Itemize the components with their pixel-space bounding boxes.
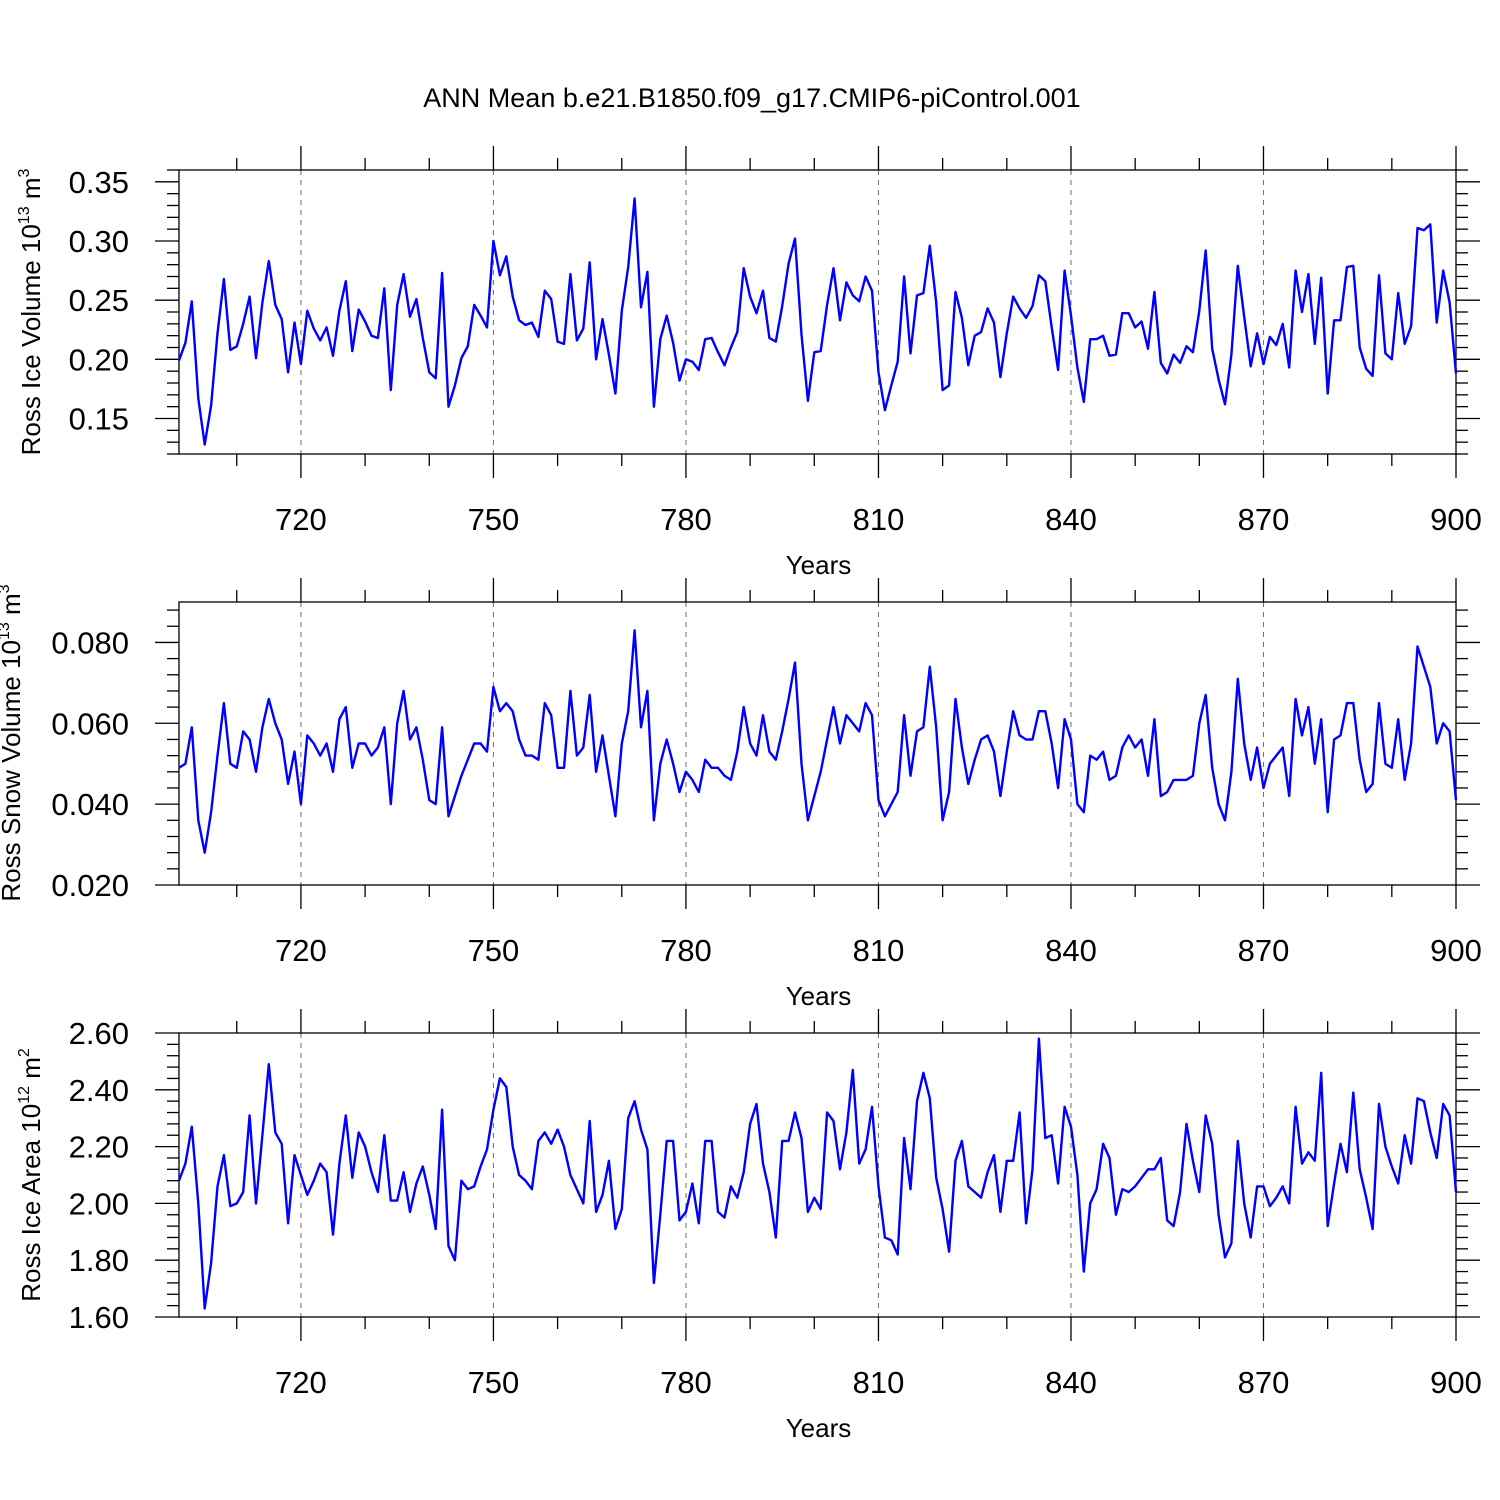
x-tick-label: 750	[468, 933, 520, 968]
y-tick-label: 0.25	[69, 283, 129, 318]
y-tick-label: 0.040	[51, 787, 129, 822]
x-axis-label: Years	[786, 981, 852, 1011]
x-tick-label: 840	[1045, 1365, 1097, 1400]
chart-panel-2: 720 750 780 810 840 870 900 0.020 0.040 0.060 0.08…	[0, 578, 1482, 1011]
x-tick-label: 870	[1238, 502, 1290, 537]
x-axis-label: Years	[786, 550, 852, 580]
data-series-line	[177, 197, 1458, 446]
y-tick-label: 1.80	[69, 1243, 129, 1278]
x-axis-label: Years	[786, 1413, 852, 1443]
data-series-line	[177, 1037, 1458, 1310]
y-tick-label: 2.40	[69, 1073, 129, 1108]
y-tick-label: 2.60	[69, 1016, 129, 1051]
y-tick-label: 0.060	[51, 706, 129, 741]
x-tick-label: 900	[1430, 933, 1482, 968]
x-tick-label: 720	[275, 502, 327, 537]
x-tick-label: 840	[1045, 933, 1097, 968]
x-tick-label: 750	[468, 1365, 520, 1400]
y-tick-label: 2.00	[69, 1186, 129, 1221]
y-tick-label: 2.20	[69, 1130, 129, 1165]
x-tick-label: 810	[853, 1365, 905, 1400]
x-tick-label: 900	[1430, 1365, 1482, 1400]
y-tick-label: 1.60	[69, 1300, 129, 1335]
y-axis-label: Ross Snow Volume 1013 m3	[0, 584, 26, 901]
x-tick-label: 870	[1238, 1365, 1290, 1400]
data-series-line	[178, 629, 1458, 854]
x-tick-label: 780	[660, 502, 712, 537]
plot-frame	[178, 601, 1457, 886]
y-tick-label: 0.020	[51, 868, 129, 903]
chart-panels: 720 750 780 810 840 870 900 0.15 0.20 0.25 0.30 0.3…	[0, 146, 1482, 1443]
y-tick-label: 0.30	[69, 224, 129, 259]
x-tick-label: 900	[1430, 502, 1482, 537]
x-tick-label: 720	[275, 1365, 327, 1400]
plot-frame	[178, 169, 1457, 455]
plot-frame	[178, 1032, 1457, 1318]
y-tick-label: 0.35	[69, 165, 129, 200]
x-tick-label: 840	[1045, 502, 1097, 537]
x-tick-label: 780	[660, 933, 712, 968]
chart-panel-3: 720 750 780 810 840 870 900 1.60 1.80 2.00 2.20 2.4…	[16, 1009, 1482, 1443]
x-tick-label: 870	[1238, 933, 1290, 968]
x-tick-label: 720	[275, 933, 327, 968]
x-tick-label: 780	[660, 1365, 712, 1400]
y-tick-label: 0.080	[51, 625, 129, 660]
figure-title: ANN Mean b.e21.B1850.f09_g17.CMIP6-piCon…	[423, 83, 1080, 113]
y-axis-label: Ross Ice Area 1012 m2	[16, 1048, 46, 1302]
y-axis-label: Ross Ice Volume 1013 m3	[16, 168, 46, 455]
y-tick-label: 0.15	[69, 402, 129, 437]
chart-panel-1: 720 750 780 810 840 870 900 0.15 0.20 0.25 0.30 0.3…	[16, 146, 1482, 580]
y-tick-label: 0.20	[69, 342, 129, 377]
x-tick-label: 810	[853, 933, 905, 968]
x-tick-label: 810	[853, 502, 905, 537]
x-tick-label: 750	[468, 502, 520, 537]
